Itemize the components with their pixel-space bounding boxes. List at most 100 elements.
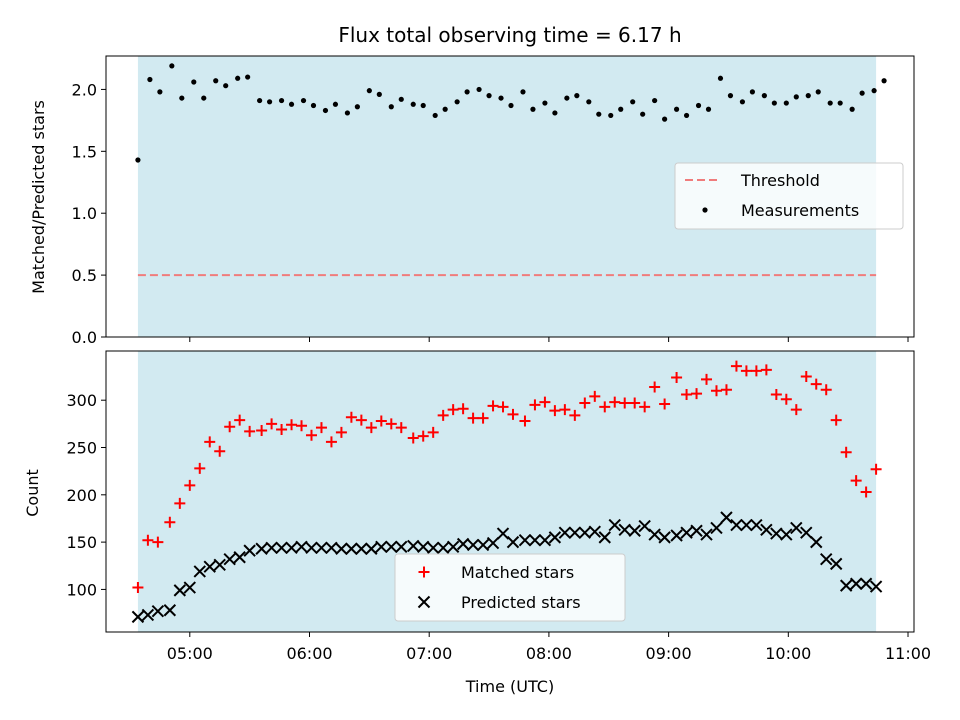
matched-star-point [539, 396, 551, 408]
matched-star-point [234, 414, 246, 426]
measurement-point [805, 93, 811, 99]
legend-measurements-swatch [702, 207, 708, 213]
measurement-point [849, 106, 855, 112]
predicted-star-point [151, 604, 165, 618]
matched-star-point [164, 516, 176, 528]
predicted-star-point [365, 542, 378, 555]
matched-star-point [780, 393, 792, 405]
predicted-star-point [700, 528, 713, 541]
legend-measurements-label: Measurements [741, 201, 859, 220]
predicted-star-point [255, 542, 268, 555]
measurement-point [344, 110, 351, 116]
top-y-axis-label: Matched/Predicted stars [29, 100, 48, 294]
matched-star-point [204, 436, 216, 448]
predicted-star-point [295, 540, 308, 554]
matched-star-point [315, 422, 327, 434]
predicted-star-point [417, 540, 430, 554]
x-tick-label: 09:00 [646, 644, 692, 663]
measurement-point [618, 106, 624, 112]
measurement-point [245, 74, 251, 80]
top-y-tick-label: 0.0 [72, 328, 97, 347]
top-y-tick-label: 2.0 [72, 80, 97, 99]
measurement-point [410, 101, 416, 107]
matched-star-point [629, 397, 641, 409]
predicted-star-point [193, 565, 206, 578]
matched-star-point [730, 360, 742, 372]
measurement-point [881, 78, 887, 84]
measurement-point [586, 99, 592, 105]
predicted-star-point [466, 538, 480, 552]
matched-star-point [437, 409, 449, 421]
predicted-star-point [265, 541, 278, 555]
measurement-point [749, 89, 756, 95]
matched-star-point [487, 400, 499, 412]
x-tick-label: 08:00 [526, 644, 572, 663]
bottom-panel: 100 150 200 250 300 05:00 06:00 07:00 08:00 09:00… [66, 350, 931, 663]
predicted-star-point [385, 540, 398, 554]
matched-star-point [609, 396, 621, 408]
predicted-star-point [233, 551, 246, 564]
measurement-point [695, 102, 702, 109]
bottom-y-tick-label: 150 [66, 533, 97, 552]
matched-star-point [599, 401, 611, 413]
legend-threshold-label: Threshold [740, 171, 820, 190]
measurement-point [213, 78, 219, 84]
matched-star-point [671, 371, 683, 383]
predicted-star-point [680, 526, 693, 539]
matched-star-point [276, 424, 288, 436]
measurement-point [771, 100, 777, 106]
matched-star-point [286, 419, 298, 431]
matched-star-point [619, 397, 631, 409]
measurement-point [739, 99, 746, 105]
predicted-star-point [608, 518, 621, 532]
matched-star-point [710, 385, 722, 397]
measurement-point [366, 88, 372, 94]
predicted-star-point [628, 524, 641, 537]
predicted-star-point [849, 577, 863, 590]
predicted-star-point [690, 524, 703, 537]
top-y-tick-label: 1.0 [72, 204, 97, 223]
predicted-star-point [869, 580, 883, 593]
matched-star-point [681, 389, 693, 401]
matched-star-point [256, 424, 268, 436]
predicted-star-point [407, 539, 420, 553]
predicted-star-point [315, 541, 328, 555]
measurement-point [278, 97, 285, 104]
predicted-star-point [275, 541, 288, 555]
matched-star-point [467, 412, 479, 424]
predicted-star-point [750, 518, 763, 532]
predicted-star-point [558, 526, 572, 539]
predicted-star-point [638, 519, 651, 533]
chart-title: Flux total observing time = 6.17 h [338, 23, 681, 47]
matched-star-point [569, 409, 581, 421]
predicted-star-point [173, 584, 187, 597]
matched-star-point [870, 463, 882, 475]
predicted-star-point [648, 528, 661, 541]
top-panel: 0.0 0.5 1.0 1.5 2.0 Threshold Measurements [72, 55, 915, 347]
matched-star-point [720, 384, 732, 396]
matched-star-point [305, 429, 317, 441]
predicted-star-point [518, 534, 532, 547]
measurement-point [673, 106, 680, 112]
predicted-star-point [506, 535, 520, 549]
matched-star-point [810, 378, 822, 390]
predicted-star-point [770, 527, 783, 540]
matched-star-point [457, 403, 469, 415]
predicted-star-point [820, 552, 833, 566]
matched-star-point [800, 371, 812, 383]
measurement-point [574, 93, 580, 99]
x-tick-label: 10:00 [765, 644, 811, 663]
measurement-point [596, 111, 602, 117]
top-y-tick-label: 0.5 [72, 266, 97, 285]
matched-star-point [174, 497, 186, 509]
matched-star-point [345, 411, 357, 423]
predicted-star-point [213, 558, 226, 572]
measurement-point [288, 101, 295, 107]
x-tick-label: 06:00 [286, 644, 332, 663]
measurement-point [464, 89, 470, 95]
matched-star-point [860, 486, 872, 498]
predicted-star-point [285, 541, 298, 555]
predicted-star-point [375, 540, 388, 554]
bottom-y-tick-label: 250 [66, 439, 97, 458]
